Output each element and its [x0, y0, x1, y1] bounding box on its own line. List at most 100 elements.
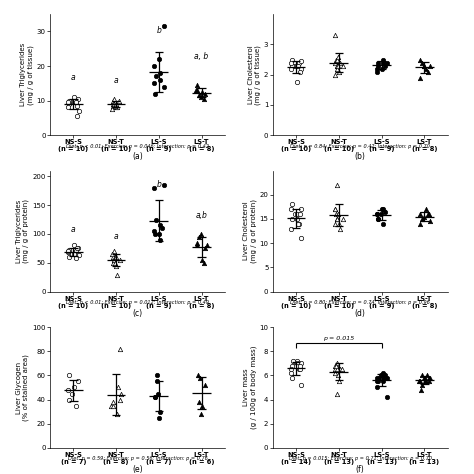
Point: [160, 181, 168, 189]
Point: [293, 62, 301, 69]
Point: [64, 248, 72, 256]
Point: [110, 95, 118, 103]
Point: [416, 56, 424, 64]
Point: [66, 396, 73, 403]
Point: [64, 247, 72, 255]
Point: [337, 225, 344, 232]
Point: [152, 73, 159, 80]
Point: [287, 225, 295, 232]
Point: [332, 56, 339, 64]
Point: [156, 408, 164, 415]
Point: [150, 62, 158, 70]
Point: [111, 253, 119, 261]
Point: [110, 100, 118, 108]
Point: [158, 224, 166, 232]
Point: [374, 62, 382, 69]
Point: [331, 206, 338, 213]
Point: [333, 359, 340, 367]
Point: [374, 59, 382, 66]
Point: [333, 215, 340, 223]
Text: (f): (f): [356, 465, 365, 474]
Point: [421, 378, 428, 385]
Point: [376, 374, 383, 382]
Point: [331, 32, 338, 39]
Point: [332, 210, 339, 218]
Point: [420, 213, 428, 220]
Point: [111, 102, 118, 109]
Point: [416, 74, 424, 82]
Point: [198, 88, 205, 96]
Point: [110, 99, 118, 106]
Point: [195, 398, 203, 406]
Point: [198, 256, 205, 264]
Point: [72, 402, 80, 410]
Point: [424, 372, 431, 379]
Point: [73, 102, 81, 109]
Point: [73, 112, 81, 120]
Point: [333, 362, 340, 370]
Point: [334, 53, 342, 60]
Text: (c): (c): [132, 309, 143, 318]
Point: [331, 206, 339, 213]
Point: [331, 220, 339, 228]
Point: [297, 65, 305, 73]
Point: [118, 390, 125, 397]
Point: [116, 345, 124, 353]
Point: [337, 59, 344, 66]
Point: [151, 393, 159, 401]
Point: [295, 62, 302, 69]
Point: [196, 233, 203, 241]
Point: [108, 105, 116, 113]
Point: [293, 215, 301, 223]
Point: [66, 253, 73, 261]
Text: a,b: a,b: [196, 210, 208, 219]
Point: [150, 228, 158, 235]
Point: [380, 374, 387, 382]
Text: a, b: a, b: [194, 52, 209, 61]
Y-axis label: Liver Cholesterol
(mg / g of tissue): Liver Cholesterol (mg / g of tissue): [247, 45, 261, 105]
Point: [331, 365, 339, 373]
Point: [68, 97, 76, 104]
Point: [64, 99, 72, 106]
Text: (e): (e): [132, 465, 143, 474]
Point: [419, 215, 426, 223]
Point: [291, 210, 299, 218]
Point: [423, 206, 430, 213]
Point: [373, 210, 381, 218]
Point: [156, 69, 164, 77]
Point: [194, 372, 202, 379]
Point: [335, 378, 343, 385]
Text: (a): (a): [132, 152, 143, 161]
Point: [74, 95, 82, 103]
Point: [71, 242, 78, 249]
Point: [112, 100, 119, 108]
Point: [112, 262, 120, 269]
Point: [72, 99, 80, 106]
Point: [155, 390, 162, 397]
Point: [71, 97, 78, 104]
Point: [108, 250, 116, 258]
Point: [151, 90, 159, 98]
Point: [111, 259, 118, 266]
Point: [156, 76, 164, 83]
Point: [287, 59, 295, 66]
Point: [416, 210, 424, 218]
Point: [110, 247, 118, 255]
Point: [373, 374, 380, 382]
Point: [66, 97, 73, 104]
Point: [379, 206, 387, 213]
Text: p = 0.015: p = 0.015: [323, 336, 355, 341]
Point: [160, 23, 168, 30]
Point: [374, 378, 382, 385]
Point: [334, 365, 341, 373]
Point: [112, 253, 119, 261]
Point: [426, 62, 433, 69]
Point: [337, 365, 344, 373]
Point: [72, 247, 80, 255]
Text: a: a: [114, 232, 118, 241]
Point: [287, 369, 295, 377]
Point: [420, 374, 428, 382]
Point: [112, 104, 120, 111]
Text: b: b: [156, 26, 161, 35]
Point: [152, 216, 159, 223]
